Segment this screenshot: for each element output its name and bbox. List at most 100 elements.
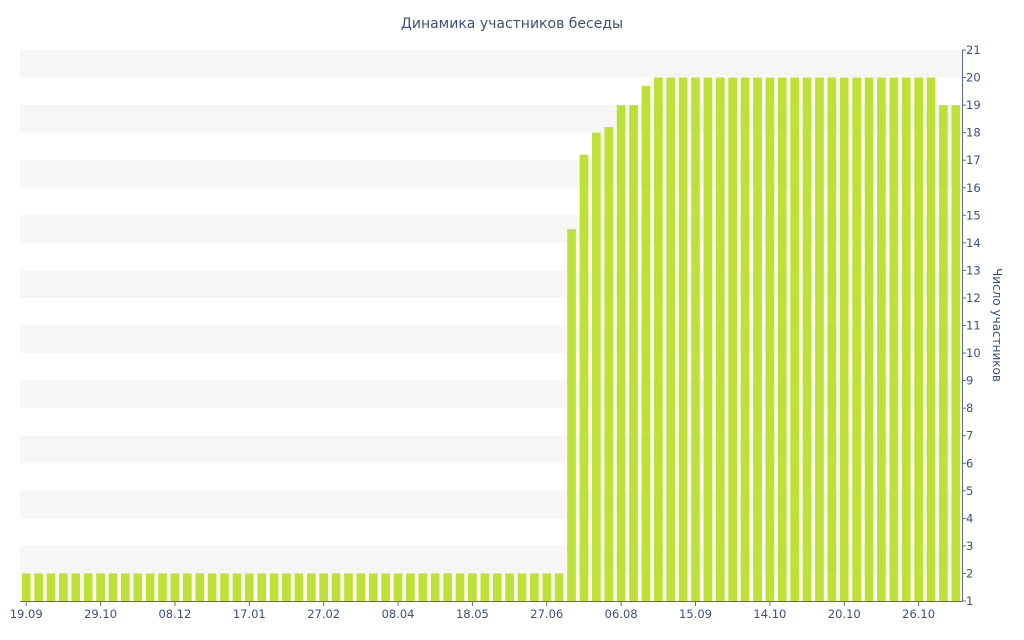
bar <box>71 573 81 601</box>
bar <box>393 573 403 601</box>
y-tick-label: 12 <box>966 291 981 305</box>
bar <box>195 573 205 601</box>
y-tick-label: 18 <box>966 126 981 140</box>
bar <box>641 85 651 601</box>
y-tick-label: 15 <box>966 208 981 222</box>
x-tick-label: 19.09 <box>10 607 43 621</box>
bar <box>901 77 911 602</box>
bar <box>827 77 837 602</box>
x-tick-label: 15.09 <box>679 607 712 621</box>
bar <box>430 573 440 601</box>
bar <box>269 573 279 601</box>
y-tick-label: 3 <box>966 539 973 553</box>
chart-title: Динамика участников беседы <box>401 16 623 32</box>
bar <box>170 573 180 601</box>
x-tick-label: 18.05 <box>456 607 489 621</box>
bar <box>592 132 601 601</box>
bar <box>443 573 452 601</box>
y-axis-title: Число участников <box>990 268 1004 382</box>
bar <box>877 77 886 602</box>
bar <box>517 573 527 601</box>
y-tick-label: 14 <box>966 236 981 250</box>
bar <box>319 573 329 601</box>
y-tick-label: 17 <box>966 153 981 167</box>
x-tick-label: 29.10 <box>84 607 117 621</box>
bar <box>257 573 267 601</box>
bar <box>740 77 750 602</box>
bar <box>616 105 626 601</box>
bar <box>492 573 502 601</box>
bar <box>158 573 167 601</box>
bar <box>96 573 105 601</box>
bar <box>368 573 378 601</box>
bar <box>839 77 849 602</box>
bar <box>121 573 130 601</box>
x-tick-label: 06.08 <box>605 607 638 621</box>
bar <box>21 573 31 601</box>
bar <box>331 573 341 601</box>
bar <box>691 77 700 602</box>
bar <box>59 573 68 601</box>
x-tick-label: 20.10 <box>828 607 861 621</box>
bar <box>34 573 43 601</box>
bar <box>294 573 304 601</box>
bar <box>604 127 614 601</box>
bar <box>505 573 514 601</box>
y-tick-label: 6 <box>966 456 973 470</box>
bar <box>108 573 118 601</box>
bar <box>356 573 366 601</box>
y-tick-label: 8 <box>966 401 973 415</box>
y-tick-label: 9 <box>966 374 973 388</box>
x-axis-ticks: 19.09 29.10 08.12 17.01 27.02 08.04 18.05 27.06… <box>10 601 935 621</box>
x-tick-label: 17.01 <box>233 607 266 621</box>
x-tick-label: 26.10 <box>902 607 935 621</box>
y-tick-label: 11 <box>966 319 981 333</box>
bar <box>220 573 229 601</box>
bar <box>232 573 242 601</box>
bar <box>542 573 552 601</box>
y-tick-label: 7 <box>966 429 973 443</box>
y-tick-label: 19 <box>966 98 981 112</box>
bar <box>244 573 254 601</box>
x-tick-label: 08.04 <box>382 607 415 621</box>
bar <box>567 229 576 601</box>
bar <box>951 105 961 601</box>
bar <box>678 77 688 602</box>
bar <box>530 573 539 601</box>
y-tick-label: 5 <box>966 484 973 498</box>
bar <box>207 573 217 601</box>
bar <box>418 573 428 601</box>
bar <box>468 573 477 601</box>
bar <box>889 77 899 602</box>
bar <box>926 77 936 602</box>
bar <box>554 573 564 601</box>
bar <box>182 573 192 601</box>
bar <box>629 105 638 601</box>
y-tick-label: 13 <box>966 263 981 277</box>
x-tick-label: 08.12 <box>158 607 191 621</box>
y-tick-label: 1 <box>966 594 973 608</box>
y-tick-label: 20 <box>966 71 981 85</box>
bar <box>344 573 353 601</box>
bar <box>133 573 143 601</box>
bar <box>753 77 762 602</box>
bar <box>306 573 316 601</box>
bar <box>802 77 812 602</box>
bar <box>777 77 787 602</box>
grid-band <box>20 50 962 78</box>
y-tick-label: 10 <box>966 346 981 360</box>
bar <box>914 77 923 602</box>
bar <box>728 77 738 602</box>
bar <box>83 573 93 601</box>
bar <box>790 77 800 602</box>
x-tick-label: 14.10 <box>753 607 786 621</box>
bar <box>381 573 390 601</box>
bar <box>703 77 713 602</box>
y-tick-label: 21 <box>966 43 981 57</box>
bar <box>939 105 948 601</box>
bar <box>653 77 663 602</box>
bar <box>282 573 291 601</box>
bar <box>455 573 465 601</box>
y-tick-label: 2 <box>966 566 973 580</box>
